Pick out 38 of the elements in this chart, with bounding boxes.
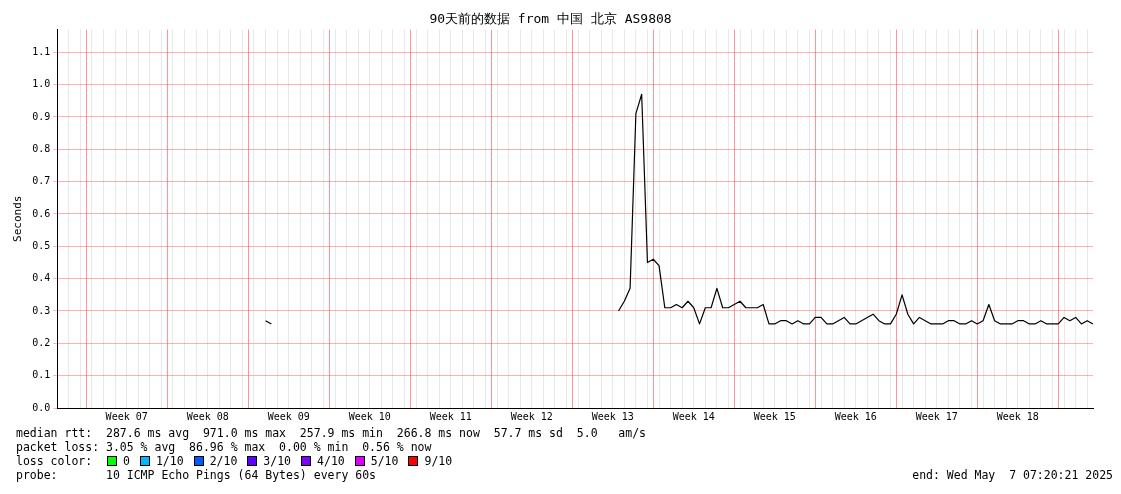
- y-tick-label: 1.0: [32, 78, 51, 90]
- y-axis-title: Seconds: [11, 195, 25, 242]
- x-tick-label: Week 11: [429, 410, 472, 422]
- text: 4/10: [316, 454, 345, 468]
- y-tick-label: 0.0: [32, 401, 51, 413]
- y-tick-label: 0.5: [32, 239, 51, 251]
- y-tick-label: 0.8: [32, 142, 51, 154]
- y-tick-label: 1.1: [32, 45, 51, 57]
- x-tick-label: Week 08: [186, 410, 229, 422]
- text: probe: 10 ICMP Echo Pings (64 Bytes) every 60s: [16, 468, 377, 482]
- text: 0: [122, 454, 130, 468]
- text: 3/10: [262, 454, 292, 468]
- text: 1/10: [154, 454, 184, 468]
- x-tick-label: Week 14: [672, 410, 715, 422]
- text: loss color:: [16, 454, 94, 468]
- y-tick-label: 0.6: [32, 207, 51, 219]
- x-tick-label: Week 13: [591, 410, 634, 422]
- x-tick-label: Week 09: [267, 410, 310, 422]
- x-tick-label: Week 16: [834, 410, 877, 422]
- x-tick-label: Week 10: [348, 410, 391, 422]
- chart-title: 90天前的数据 from 中国 北京 AS9808: [429, 11, 672, 27]
- text: packet loss: 3.05 % avg 86.96 % max 0.00 % min 0.56 % now: [16, 440, 433, 454]
- text: end: Wed May 7 07:20:21 2025: [912, 468, 1113, 482]
- x-tick-label: Week 17: [915, 410, 958, 422]
- y-tick-label: 0.3: [32, 304, 51, 316]
- x-tick-label: Week 15: [753, 410, 796, 422]
- y-tick-label: 0.7: [32, 175, 51, 187]
- text: 9/10: [423, 454, 453, 468]
- y-tick-label: 0.4: [32, 272, 51, 284]
- text: 2/10: [208, 454, 238, 468]
- text: 5/10: [369, 454, 399, 468]
- x-tick-label: Week 18: [996, 410, 1039, 422]
- x-tick-label: Week 12: [510, 410, 553, 422]
- y-tick-label: 0.1: [32, 369, 51, 381]
- y-tick-label: 0.9: [32, 110, 51, 122]
- text: median rtt: 287.6 ms avg 971.0 ms max 257.9 ms min 266.8 ms now 57.7 ms sd 5.0 am/s: [16, 426, 648, 440]
- y-tick-label: 0.2: [32, 336, 51, 348]
- x-tick-label: Week 07: [105, 410, 148, 422]
